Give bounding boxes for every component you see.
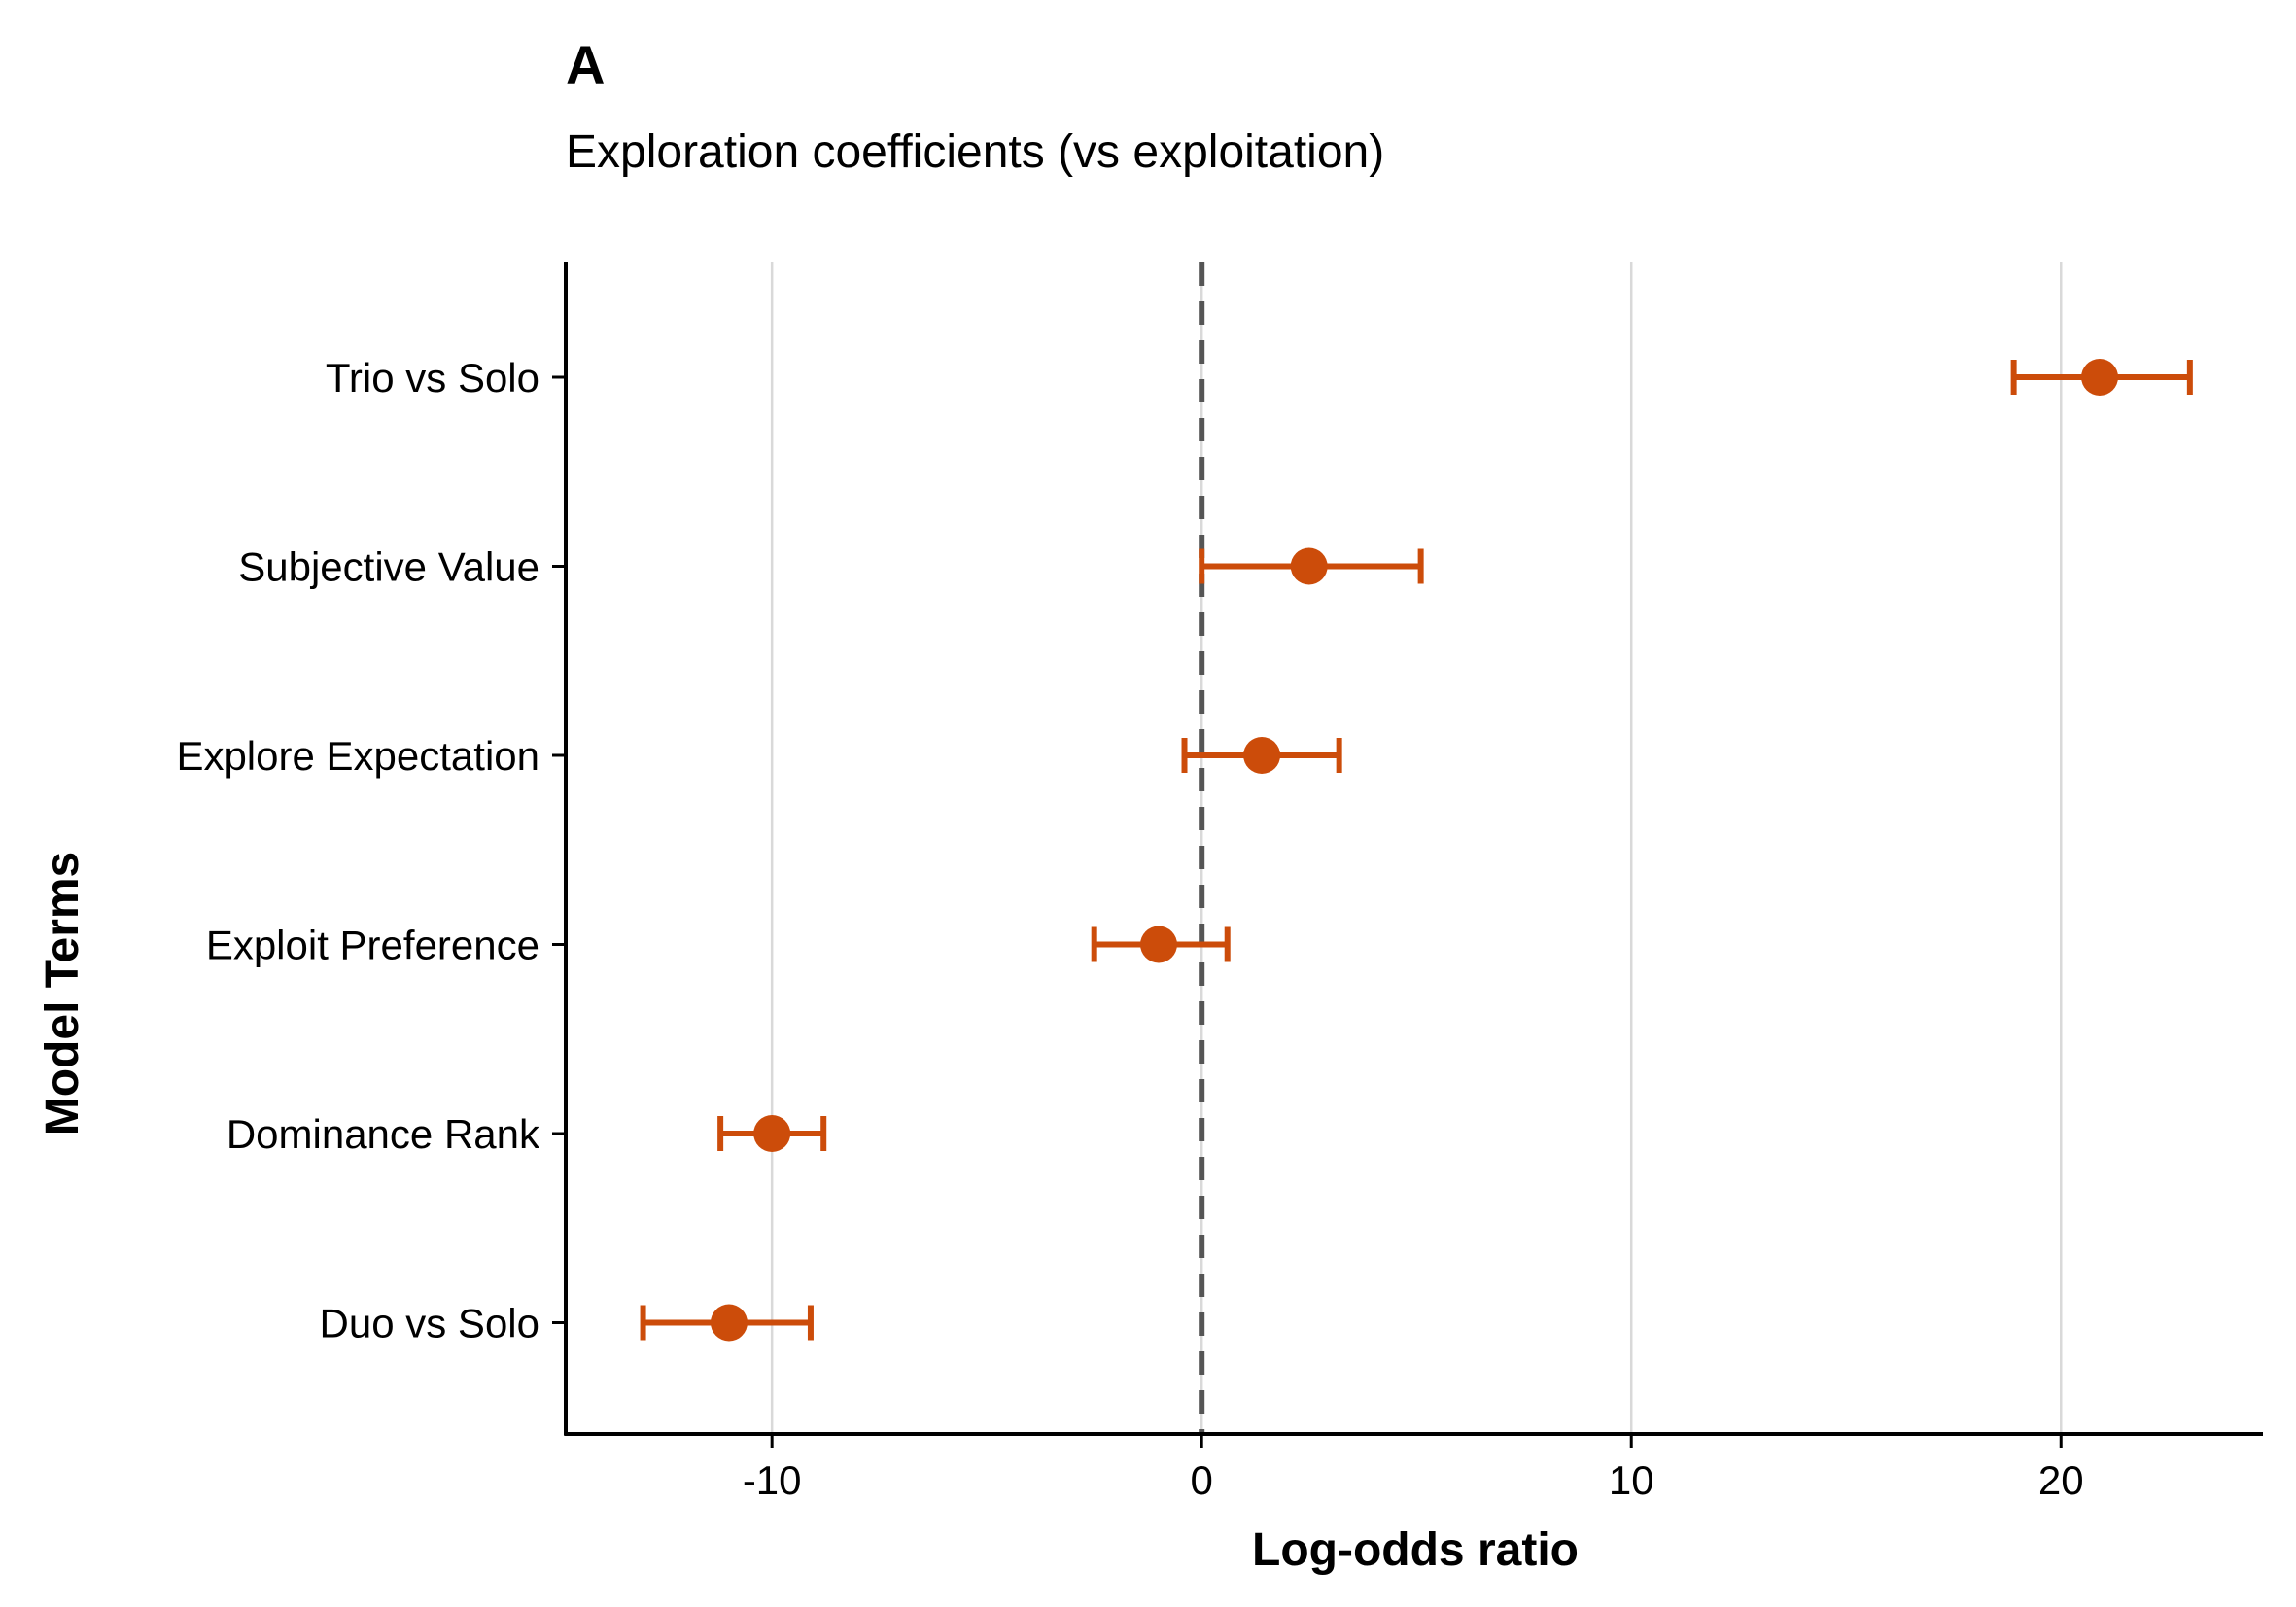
y-axis-title: Model Terms (37, 852, 88, 1136)
term-estimate (1091, 926, 1231, 963)
term-estimate (1181, 737, 1342, 774)
x-tick-label: 10 (1609, 1457, 1654, 1503)
chart-title: Exploration coefficients (vs exploitatio… (566, 126, 1384, 178)
axes: -10 0 10 20 Trio vs Solo Subjective Value Expl… (176, 262, 2263, 1503)
term-estimate (640, 1304, 814, 1342)
term-estimate (1199, 547, 1424, 585)
point-estimate (710, 1304, 748, 1342)
point-estimate (1139, 926, 1177, 963)
panel-tag: A (566, 34, 605, 95)
point-estimate (753, 1115, 791, 1152)
data-points (640, 359, 2193, 1342)
y-tick-label: Duo vs Solo (320, 1301, 539, 1346)
term-estimate (2010, 359, 2193, 396)
y-tick-label: Exploit Preference (206, 923, 539, 968)
point-estimate (1290, 547, 1328, 585)
point-estimate (2081, 359, 2119, 396)
y-tick-label: Dominance Rank (226, 1111, 540, 1157)
x-tick-label: -10 (743, 1457, 802, 1503)
x-axis-title: Log-odds ratio (1252, 1524, 1579, 1576)
y-tick-label: Explore Expectation (176, 733, 539, 779)
x-tick-label: 0 (1191, 1457, 1213, 1503)
x-tick-label: 20 (2038, 1457, 2084, 1503)
y-tick-label: Trio vs Solo (326, 355, 539, 401)
term-estimate (717, 1115, 827, 1152)
y-tick-label: Subjective Value (238, 544, 539, 590)
gridlines (770, 262, 2063, 1434)
point-estimate (1243, 737, 1281, 774)
